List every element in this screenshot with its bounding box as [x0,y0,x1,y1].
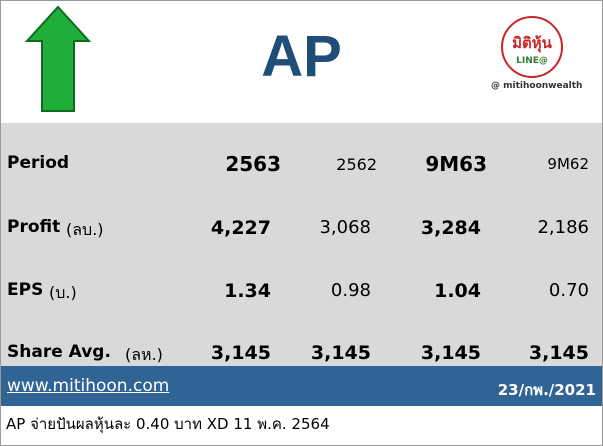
row-unit: (ลบ.) [66,220,104,239]
website[interactable]: www.mitihoon.com [7,376,170,396]
row-value: 0.98 [330,280,371,301]
row-label: Profit [7,217,61,237]
up-arrow [25,5,91,112]
table-background [1,123,602,366]
period-header: Period [7,153,70,173]
column-header: 2562 [336,155,377,174]
title: AP [261,24,342,89]
row-value: 2,186 [537,217,589,238]
row-value: 3,145 [310,342,371,364]
logo-line: LINE@ [516,56,548,66]
row-unit: (ลห.) [125,345,163,364]
row-value: 4,227 [210,217,271,239]
date: 23/กพ./2021 [497,381,596,399]
logo-handle: @ mitihoonwealth [491,81,583,91]
row-value: 3,145 [528,342,589,364]
logo [501,16,563,78]
logo-name: มิติหุ้น [512,34,552,52]
row-value: 3,145 [420,342,481,364]
row-value: 3,068 [319,217,371,238]
row-value: 1.34 [224,280,271,302]
column-header: 2563 [225,152,281,176]
row-value: 1.04 [434,280,481,302]
row-value: 0.70 [548,280,589,301]
note: AP จ่ายปันผลหุ้นละ 0.40 บาท XD 11 พ.ค. 2… [6,415,330,433]
footer-band [1,366,602,406]
row-unit: (บ.) [49,283,77,302]
column-header: 9M62 [547,155,589,173]
row-value: 3,284 [420,217,481,239]
row-label: EPS [7,280,44,300]
row-value: 3,145 [210,342,271,364]
row-label: Share Avg. [7,342,111,362]
column-header: 9M63 [425,152,487,176]
